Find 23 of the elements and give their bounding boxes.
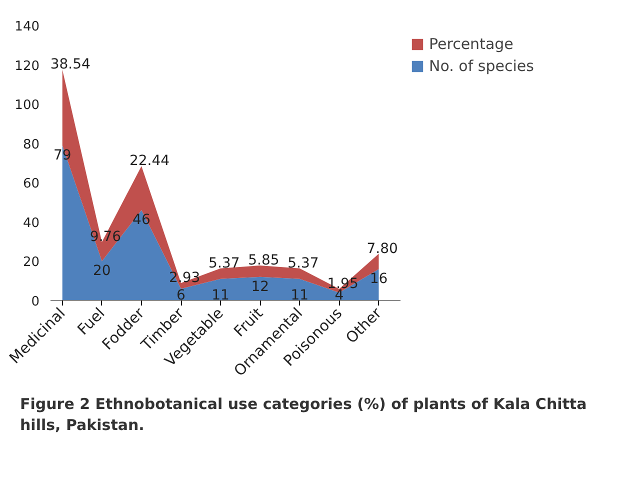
y-tick-label: 40 <box>22 216 40 231</box>
data-label: 6 <box>176 288 186 304</box>
y-tick-label: 100 <box>14 98 40 114</box>
data-label: 5.37 <box>288 255 319 272</box>
data-label: 22.44 <box>129 153 170 170</box>
y-tick-label: 60 <box>22 176 40 192</box>
legend-label: Percentage <box>429 35 514 53</box>
data-label: 5.85 <box>248 252 280 268</box>
y-tick-label: 120 <box>14 58 40 74</box>
data-label: 2.93 <box>169 270 200 286</box>
data-label: 20 <box>93 263 111 280</box>
y-tick-label: 80 <box>22 137 40 152</box>
data-label: 11 <box>290 288 309 304</box>
data-label: 38.54 <box>50 56 91 73</box>
text: Figure 2 Ethnobotanical use categories (%) of plants of Kala Chitta hills, Pakistan. <box>20 394 588 436</box>
data-label: 11 <box>212 288 230 304</box>
data-label: 7.80 <box>366 240 398 257</box>
y-tick-label: 0 <box>31 294 40 310</box>
y-tick-label: 20 <box>22 255 40 270</box>
data-label: 12 <box>251 278 270 295</box>
legend-label: No. of species <box>429 57 534 75</box>
y-tick-label: 140 <box>14 20 40 34</box>
data-label: 5.37 <box>208 255 240 272</box>
